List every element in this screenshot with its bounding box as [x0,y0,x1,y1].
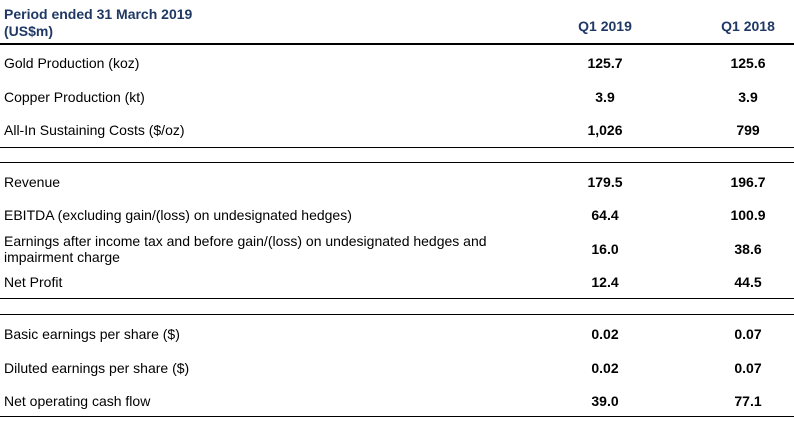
row-label: Diluted earnings per share ($) [4,360,190,376]
row-label: Gold Production (koz) [4,55,140,71]
section-divider [0,314,794,315]
value-q1-2019: 1,026 [587,122,623,138]
row-label: Earnings after income tax and before gai… [4,233,487,265]
value-q1-2019: 12.4 [591,274,619,290]
value-q1-2018: 196.7 [730,174,766,190]
row-label: Net Profit [4,274,63,290]
row-label: Copper Production (kt) [4,89,145,105]
row-label: Revenue [4,174,61,190]
value-q1-2018: 125.6 [730,55,766,71]
value-q1-2018: 0.07 [734,360,762,376]
value-q1-2019: 125.7 [587,55,623,71]
section-divider [0,162,794,163]
value-q1-2018: 44.5 [734,274,762,290]
value-q1-2019: 64.4 [591,207,619,223]
value-q1-2019: 0.02 [591,360,619,376]
row-label-line1: Earnings after income tax and before gai… [4,233,487,249]
row-label-line2: impairment charge [4,249,120,265]
row-label: Net operating cash flow [4,393,151,409]
value-q1-2019: 179.5 [587,174,623,190]
column-header-q1-2018: Q1 2018 [721,18,775,34]
table-title-unit: (US$m) [4,23,54,39]
table-bottom-border [0,416,794,417]
table-title: Period ended 31 March 2019 (US$m) [4,6,192,40]
row-label: EBITDA (excluding gain/(loss) on undesig… [4,207,352,223]
column-header-q1-2019: Q1 2019 [578,18,632,34]
value-q1-2018: 100.9 [730,207,766,223]
header-divider [0,43,794,45]
value-q1-2019: 16.0 [591,241,619,257]
value-q1-2019: 0.02 [591,326,619,342]
row-label: All-In Sustaining Costs ($/oz) [4,122,185,138]
section-divider [0,298,794,299]
value-q1-2019: 3.9 [595,89,615,105]
value-q1-2018: 3.9 [738,89,758,105]
table-title-period: Period ended 31 March 2019 [4,6,193,22]
value-q1-2019: 39.0 [591,393,619,409]
value-q1-2018: 38.6 [734,241,762,257]
row-label: Basic earnings per share ($) [4,326,180,342]
value-q1-2018: 0.07 [734,326,762,342]
section-divider [0,147,794,148]
value-q1-2018: 799 [736,122,760,138]
value-q1-2018: 77.1 [734,393,762,409]
